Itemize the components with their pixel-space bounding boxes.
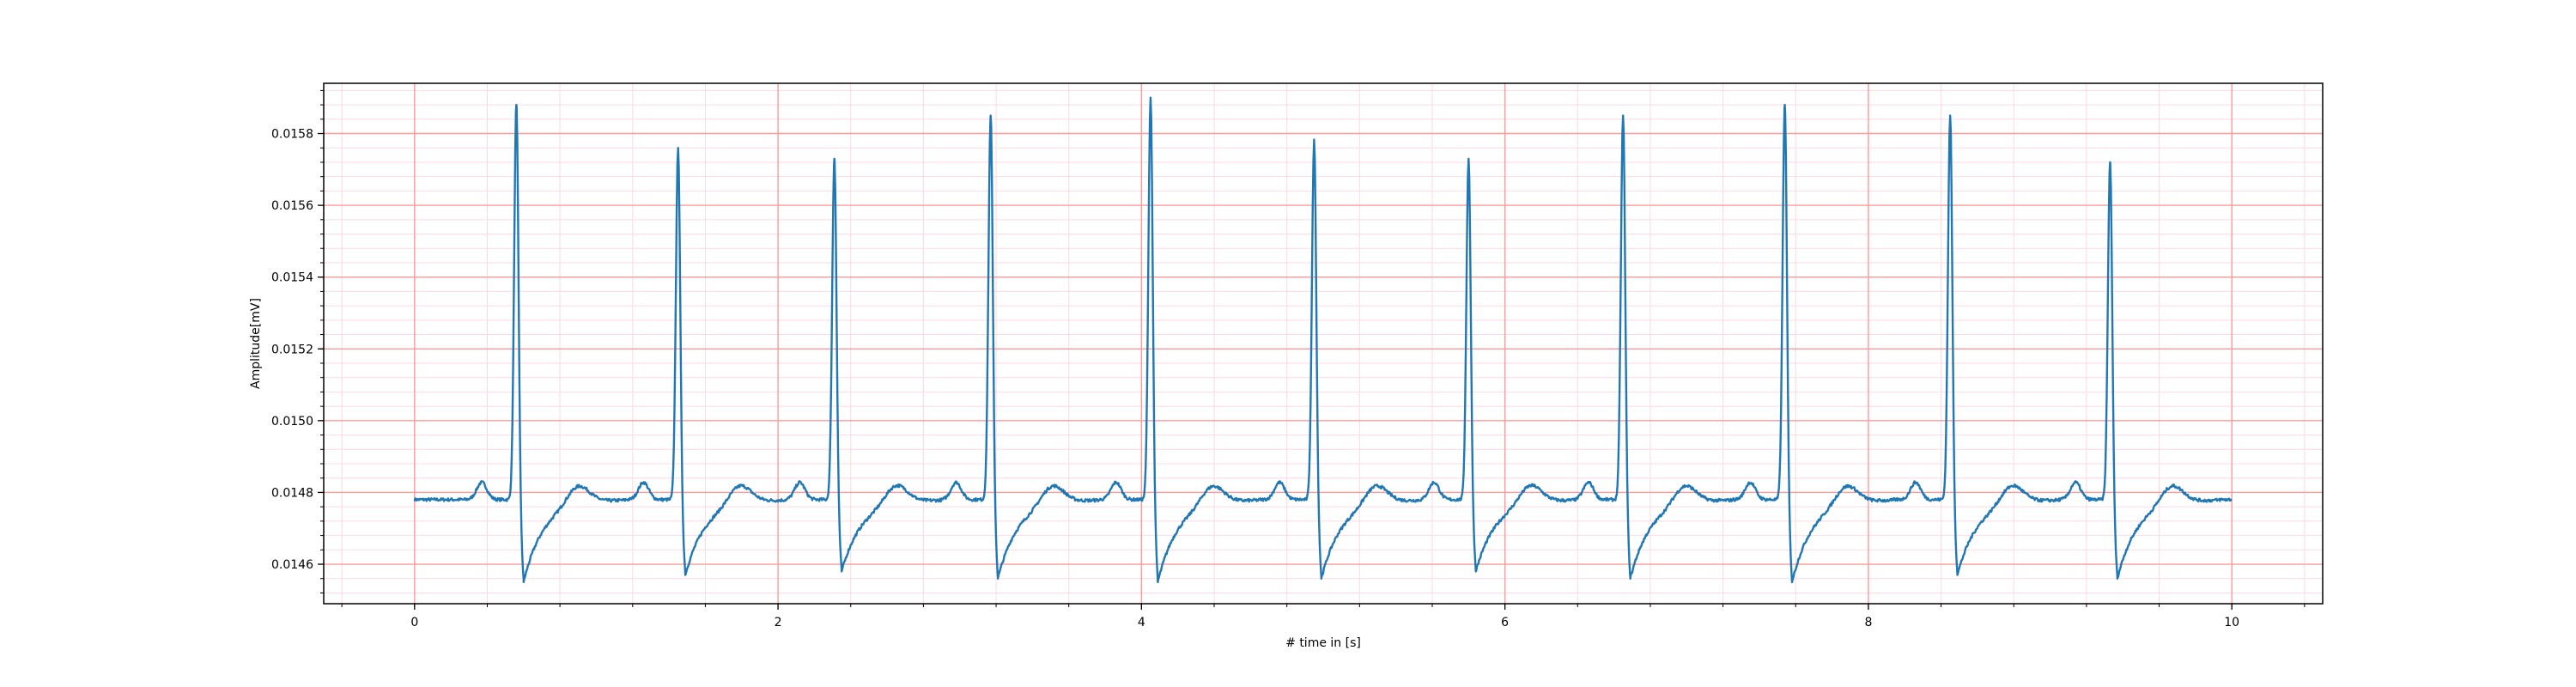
y-tick-label: 0.0158 (271, 128, 313, 142)
y-axis-ticks: 0.0146 0.0148 0.0150 0.0152 0.0154 0.0156 0.01… (271, 89, 324, 593)
y-tick-label: 0.0156 (271, 199, 313, 213)
x-tick-label: 4 (1138, 616, 1145, 629)
y-tick-label: 0.0150 (271, 415, 313, 429)
y-axis-label: Amplitude[mV] (249, 298, 263, 389)
y-tick-label: 0.0146 (271, 558, 313, 572)
major-grid (324, 83, 2323, 604)
y-tick-label: 0.0154 (271, 271, 313, 285)
x-tick-label: 6 (1501, 616, 1509, 629)
x-tick-label: 2 (775, 616, 782, 629)
x-tick-label: 8 (1864, 616, 1872, 629)
x-tick-label: 0 (410, 616, 418, 629)
series-line-ecg (413, 96, 2233, 584)
x-axis-label: # time in [s] (1285, 636, 1361, 650)
minor-grid (324, 83, 2323, 604)
x-axis-ticks: 0 2 4 6 8 10 (341, 604, 2306, 629)
plot-frame (323, 82, 2324, 605)
y-tick-label: 0.0152 (271, 343, 313, 356)
y-tick-label: 0.0148 (271, 486, 313, 500)
x-tick-label: 10 (2224, 616, 2239, 629)
